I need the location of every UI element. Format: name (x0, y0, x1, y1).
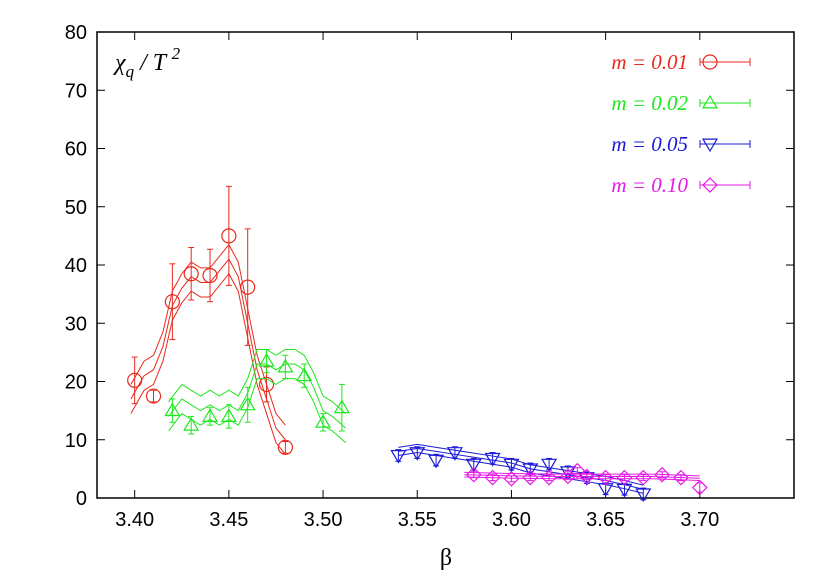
legend-label: m = 0.02 (611, 91, 688, 115)
marker (315, 414, 332, 428)
marker (522, 463, 539, 478)
marker (635, 488, 652, 503)
reweighting-curve (398, 452, 644, 494)
y-tick-label: 40 (65, 255, 87, 277)
marker (240, 279, 256, 295)
y-tick-label: 30 (65, 313, 87, 335)
legend-marker (701, 138, 719, 153)
marker (635, 469, 652, 486)
marker (277, 358, 294, 373)
marker (673, 469, 689, 486)
plot-frame (96, 31, 795, 499)
marker (164, 402, 181, 417)
marker (296, 367, 313, 382)
y-label-subscript: q (126, 62, 135, 81)
y-tick-label: 60 (65, 139, 87, 161)
x-tick-label: 3.65 (586, 509, 625, 531)
y-axis-label: χq / T 2 (113, 44, 181, 81)
legend-label: m = 0.05 (611, 132, 688, 156)
y-tick-label: 70 (65, 80, 87, 102)
x-tick-label: 3.45 (209, 509, 248, 531)
y-tick-label: 10 (65, 430, 87, 452)
marker (560, 468, 576, 485)
reweighting-curve (168, 363, 346, 429)
marker (221, 228, 237, 244)
y-label-divisor: / T (134, 50, 172, 76)
marker (569, 462, 586, 479)
y-tick-label: 20 (65, 372, 87, 394)
x-axis-label: β (440, 545, 452, 571)
marker (183, 417, 200, 431)
marker (541, 458, 558, 473)
marker (145, 388, 162, 404)
marker (164, 294, 180, 310)
marker (258, 352, 275, 367)
legend-marker (701, 94, 719, 109)
marker (578, 468, 595, 485)
marker (183, 266, 199, 282)
reweighting-curve (168, 378, 346, 444)
y-tick-label: 0 (76, 488, 87, 510)
x-tick-label: 3.50 (304, 509, 343, 531)
marker (654, 466, 670, 483)
marker (465, 466, 482, 483)
legend-marker (702, 54, 718, 70)
reweighting-curve (168, 348, 346, 414)
marker (597, 469, 614, 486)
marker (258, 376, 275, 393)
marker (127, 372, 143, 388)
marker (409, 447, 426, 461)
x-tick-label: 3.70 (680, 509, 719, 531)
marker (484, 469, 501, 486)
marker (484, 452, 501, 467)
reweighting-curve (398, 447, 644, 490)
x-tick-label: 3.40 (115, 509, 154, 531)
marker (201, 408, 219, 422)
marker (522, 469, 539, 486)
marker (503, 458, 520, 473)
legend-marker (702, 177, 718, 193)
marker (691, 479, 708, 496)
marker (446, 447, 463, 461)
marker (239, 396, 256, 411)
marker (616, 469, 633, 486)
reweighting-curve (464, 474, 700, 479)
y-tick-label: 50 (65, 197, 87, 219)
marker (428, 454, 445, 469)
marker (503, 470, 520, 487)
marker (333, 399, 350, 414)
y-label-superscript: 2 (172, 44, 181, 63)
y-label-symbol: χ (113, 50, 127, 76)
marker (390, 449, 407, 464)
legend-label: m = 0.10 (611, 173, 688, 197)
legend-label: m = 0.01 (611, 50, 688, 74)
x-tick-label: 3.60 (492, 509, 531, 531)
y-tick-label: 80 (65, 22, 87, 44)
reweighting-curve (130, 243, 286, 426)
marker (541, 469, 557, 486)
x-tick-label: 3.55 (398, 509, 437, 531)
marker (220, 408, 237, 422)
marker (277, 439, 293, 455)
marker (202, 267, 218, 284)
marker (465, 458, 482, 473)
